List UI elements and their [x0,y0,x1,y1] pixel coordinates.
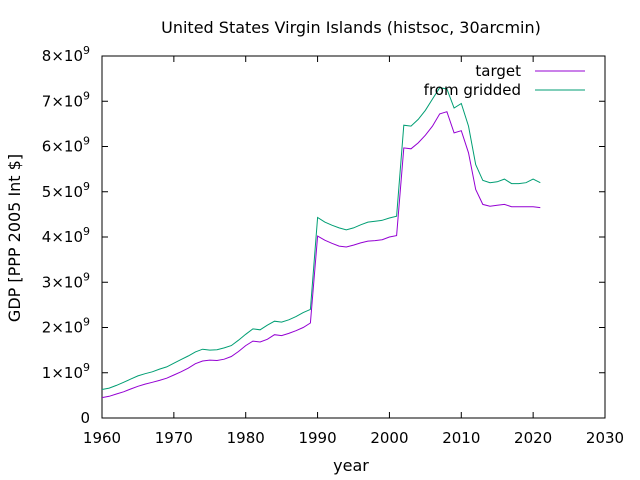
x-tick-label: 2020 [514,429,552,447]
x-tick-label: 1990 [298,429,336,447]
x-tick-label: 1980 [227,429,265,447]
y-axis-ticks: 0 1×109 2×109 3×109 4×109 5×109 6×109 7×109 8×10… [42,44,605,427]
legend-label: target [475,62,521,80]
x-tick-label: 2000 [370,429,408,447]
chart-title: United States Virgin Islands (histsoc, 3… [161,18,541,37]
y-tick-label: 8×109 [42,44,90,65]
y-tick-label: 0 [80,409,90,427]
x-tick-label: 1960 [83,429,121,447]
y-tick-label: 1×109 [42,361,90,382]
y-tick-label: 5×109 [42,180,90,201]
y-tick-label: 4×109 [42,225,90,246]
x-tick-label: 2010 [442,429,480,447]
series-line-target [101,111,541,399]
series-lines [101,87,541,399]
series-line-from-gridded [101,87,541,390]
x-axis-label: year [333,456,369,475]
y-tick-label: 7×109 [42,89,90,110]
y-tick-label: 6×109 [42,135,90,156]
y-tick-label: 3×109 [42,270,90,291]
y-tick-label: 2×109 [42,316,90,337]
x-tick-label: 1970 [155,429,193,447]
x-tick-label: 2030 [586,429,624,447]
y-axis-label: GDP [PPP 2005 Int $] [5,154,24,322]
legend-label: from gridded [424,81,521,99]
x-axis-ticks: 1960 1970 1980 1990 2000 2010 2020 2030 [83,56,624,447]
plot-frame [101,55,606,419]
